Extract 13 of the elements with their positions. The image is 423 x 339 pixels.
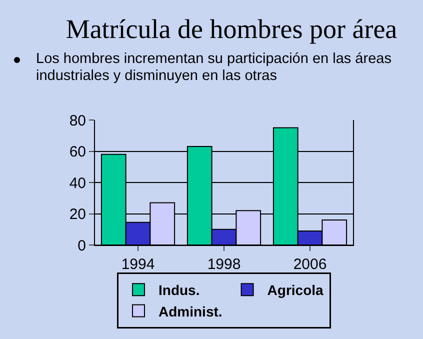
y-tick-label: 60 [69, 144, 86, 160]
x-tick-label: 1994 [121, 256, 155, 273]
y-tick-label: 0 [78, 237, 86, 254]
y-tick-label: 40 [69, 174, 86, 192]
chart-subtitle: Los hombres incrementan su participación en las áreas industriales y disminuyen en las otras [36, 51, 392, 85]
legend-label: Indus. [158, 282, 200, 298]
x-tick-label: 2006 [293, 256, 327, 273]
legend-label: Administ. [158, 303, 222, 320]
x-tick-label: 1998 [207, 256, 241, 273]
legend-label: Agricola [267, 282, 324, 298]
y-tick-label: 20 [69, 206, 86, 223]
y-tick-label: 80 [69, 112, 86, 130]
chart-title: Matrícula de hombres por área [64, 14, 398, 45]
